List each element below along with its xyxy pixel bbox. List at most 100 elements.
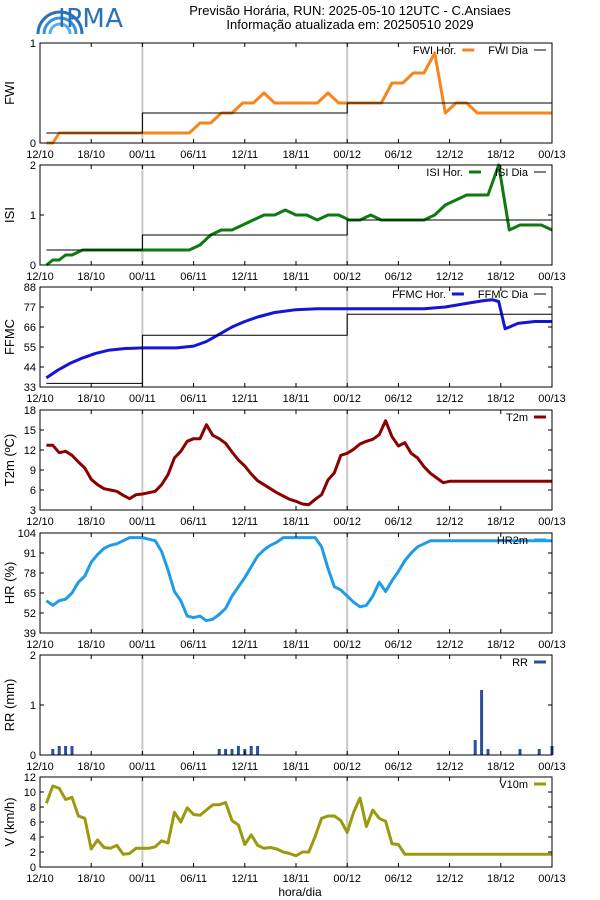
- bar: [236, 746, 240, 755]
- y-tick-label: 9: [30, 465, 36, 477]
- legend-entry: HR2m: [497, 535, 528, 547]
- legend-entry: FWI Hor.: [413, 45, 456, 57]
- x-tick-label: 00/13: [538, 873, 566, 885]
- plot-frame: [39, 532, 553, 634]
- y-tick-label: 52: [24, 608, 36, 620]
- x-tick-label: 00/11: [129, 873, 156, 885]
- x-tick-label: 00/11: [129, 761, 156, 773]
- x-tick-label: 00/13: [538, 271, 566, 283]
- bar: [70, 746, 74, 755]
- y-tick-label: 0: [30, 260, 36, 272]
- x-tick-label: 06/12: [385, 516, 413, 528]
- y-tick-label: 66: [24, 322, 36, 334]
- x-tick-label: 18/12: [487, 516, 515, 528]
- x-tick-label: 06/11: [180, 149, 207, 161]
- x-tick-label: 06/11: [180, 761, 207, 773]
- y-tick-label: 78: [24, 568, 36, 580]
- bar: [224, 749, 228, 755]
- x-tick-label: 00/12: [333, 639, 361, 651]
- x-tick-label: 06/12: [385, 149, 413, 161]
- x-tick-label: 00/12: [333, 271, 361, 283]
- x-tick-label: 12/11: [231, 516, 258, 528]
- x-tick-label: 06/12: [385, 873, 413, 885]
- y-tick-label: 2: [30, 847, 36, 859]
- x-tick-label: 00/12: [333, 761, 361, 773]
- x-tick-label: 18/10: [77, 149, 105, 161]
- x-tick-label: 06/11: [180, 639, 207, 651]
- x-tick-label: 12/12: [436, 516, 464, 528]
- series-line: [44, 784, 552, 858]
- x-tick-label: 18/12: [487, 639, 515, 651]
- x-tick-label: 12/10: [26, 761, 54, 773]
- x-tick-label: 06/11: [180, 271, 207, 283]
- chart-panel-2: 33 44 55 66 77 88 12/10 18/10 00/11 06/11 12/11 18/…: [2, 282, 566, 405]
- x-tick-label: 06/11: [180, 393, 207, 405]
- x-tick-label: 06/12: [385, 639, 413, 651]
- x-tick-label: 06/11: [180, 873, 207, 885]
- y-tick-label: 15: [24, 425, 36, 437]
- x-tick-label: 18/10: [77, 873, 105, 885]
- x-tick-label: 18/11: [283, 149, 310, 161]
- y-tick-label: 8: [30, 802, 36, 814]
- chart-panel-1: 0 1 2 12/10 18/10 00/11 06/11 12/11 18/11 00/12 06…: [2, 160, 566, 283]
- x-tick-label: 12/10: [26, 149, 54, 161]
- bar: [473, 740, 477, 755]
- y-tick-label: 0: [30, 750, 36, 762]
- x-tick-label: 00/13: [538, 761, 566, 773]
- x-tick-label: 00/12: [333, 149, 361, 161]
- y-axis-label: ISI: [2, 207, 17, 223]
- bar: [64, 746, 68, 755]
- x-tick-label: 06/12: [385, 761, 413, 773]
- x-tick-label: 00/11: [129, 639, 156, 651]
- y-tick-label: 12: [24, 772, 36, 784]
- x-tick-label: 18/11: [283, 873, 310, 885]
- series-line: [46, 102, 552, 134]
- x-tick-label: 18/10: [77, 393, 105, 405]
- series-line: [46, 219, 552, 251]
- x-tick-label: 18/12: [487, 149, 515, 161]
- x-tick-label: 12/12: [436, 393, 464, 405]
- y-tick-label: 4: [30, 832, 36, 844]
- series-line: [45, 536, 552, 623]
- x-tick-label: 12/12: [436, 149, 464, 161]
- series-line: [46, 419, 552, 507]
- x-tick-label: 12/11: [231, 873, 258, 885]
- y-tick-label: 1: [30, 700, 36, 712]
- x-tick-label: 00/11: [129, 516, 156, 528]
- x-tick-label: 12/12: [436, 639, 464, 651]
- legend-entry: FWI Dia: [488, 45, 529, 57]
- series-line: [46, 51, 552, 145]
- legend-entry: ISI Hor.: [426, 167, 463, 179]
- legend-entry: FFMC Hor.: [392, 289, 446, 301]
- x-tick-label: 00/12: [333, 393, 361, 405]
- y-axis-label: RR (mm): [2, 679, 17, 732]
- x-tick-label: 00/13: [538, 639, 566, 651]
- x-tick-label: 18/10: [77, 516, 105, 528]
- x-tick-label: 18/12: [487, 761, 515, 773]
- y-tick-label: 0: [30, 862, 36, 874]
- legend-entry: T2m: [506, 412, 528, 424]
- x-tick-label: 12/10: [26, 873, 54, 885]
- header: IPMA Previsão Horária, RUN: 2025-05-10 1…: [0, 0, 600, 40]
- y-tick-label: 65: [24, 588, 36, 600]
- plot-frame: [39, 42, 553, 144]
- x-tick-label: 12/10: [26, 639, 54, 651]
- x-tick-label: 18/12: [487, 873, 515, 885]
- y-tick-label: 33: [24, 382, 36, 394]
- bar: [230, 749, 234, 755]
- x-tick-label: 00/13: [538, 393, 566, 405]
- y-axis-label: FWI: [2, 81, 17, 105]
- y-tick-label: 55: [24, 342, 36, 354]
- x-tick-label: 12/11: [231, 271, 258, 283]
- x-tick-label: 12/10: [26, 271, 54, 283]
- y-tick-label: 3: [30, 505, 36, 517]
- bar: [480, 690, 484, 755]
- legend-entry: V10m: [499, 779, 528, 791]
- x-tick-label: 18/11: [283, 271, 310, 283]
- x-tick-label: 00/13: [538, 516, 566, 528]
- bar: [217, 749, 221, 755]
- ipma-logo-icon: [36, 10, 84, 35]
- bar: [249, 746, 253, 755]
- bar: [486, 749, 490, 755]
